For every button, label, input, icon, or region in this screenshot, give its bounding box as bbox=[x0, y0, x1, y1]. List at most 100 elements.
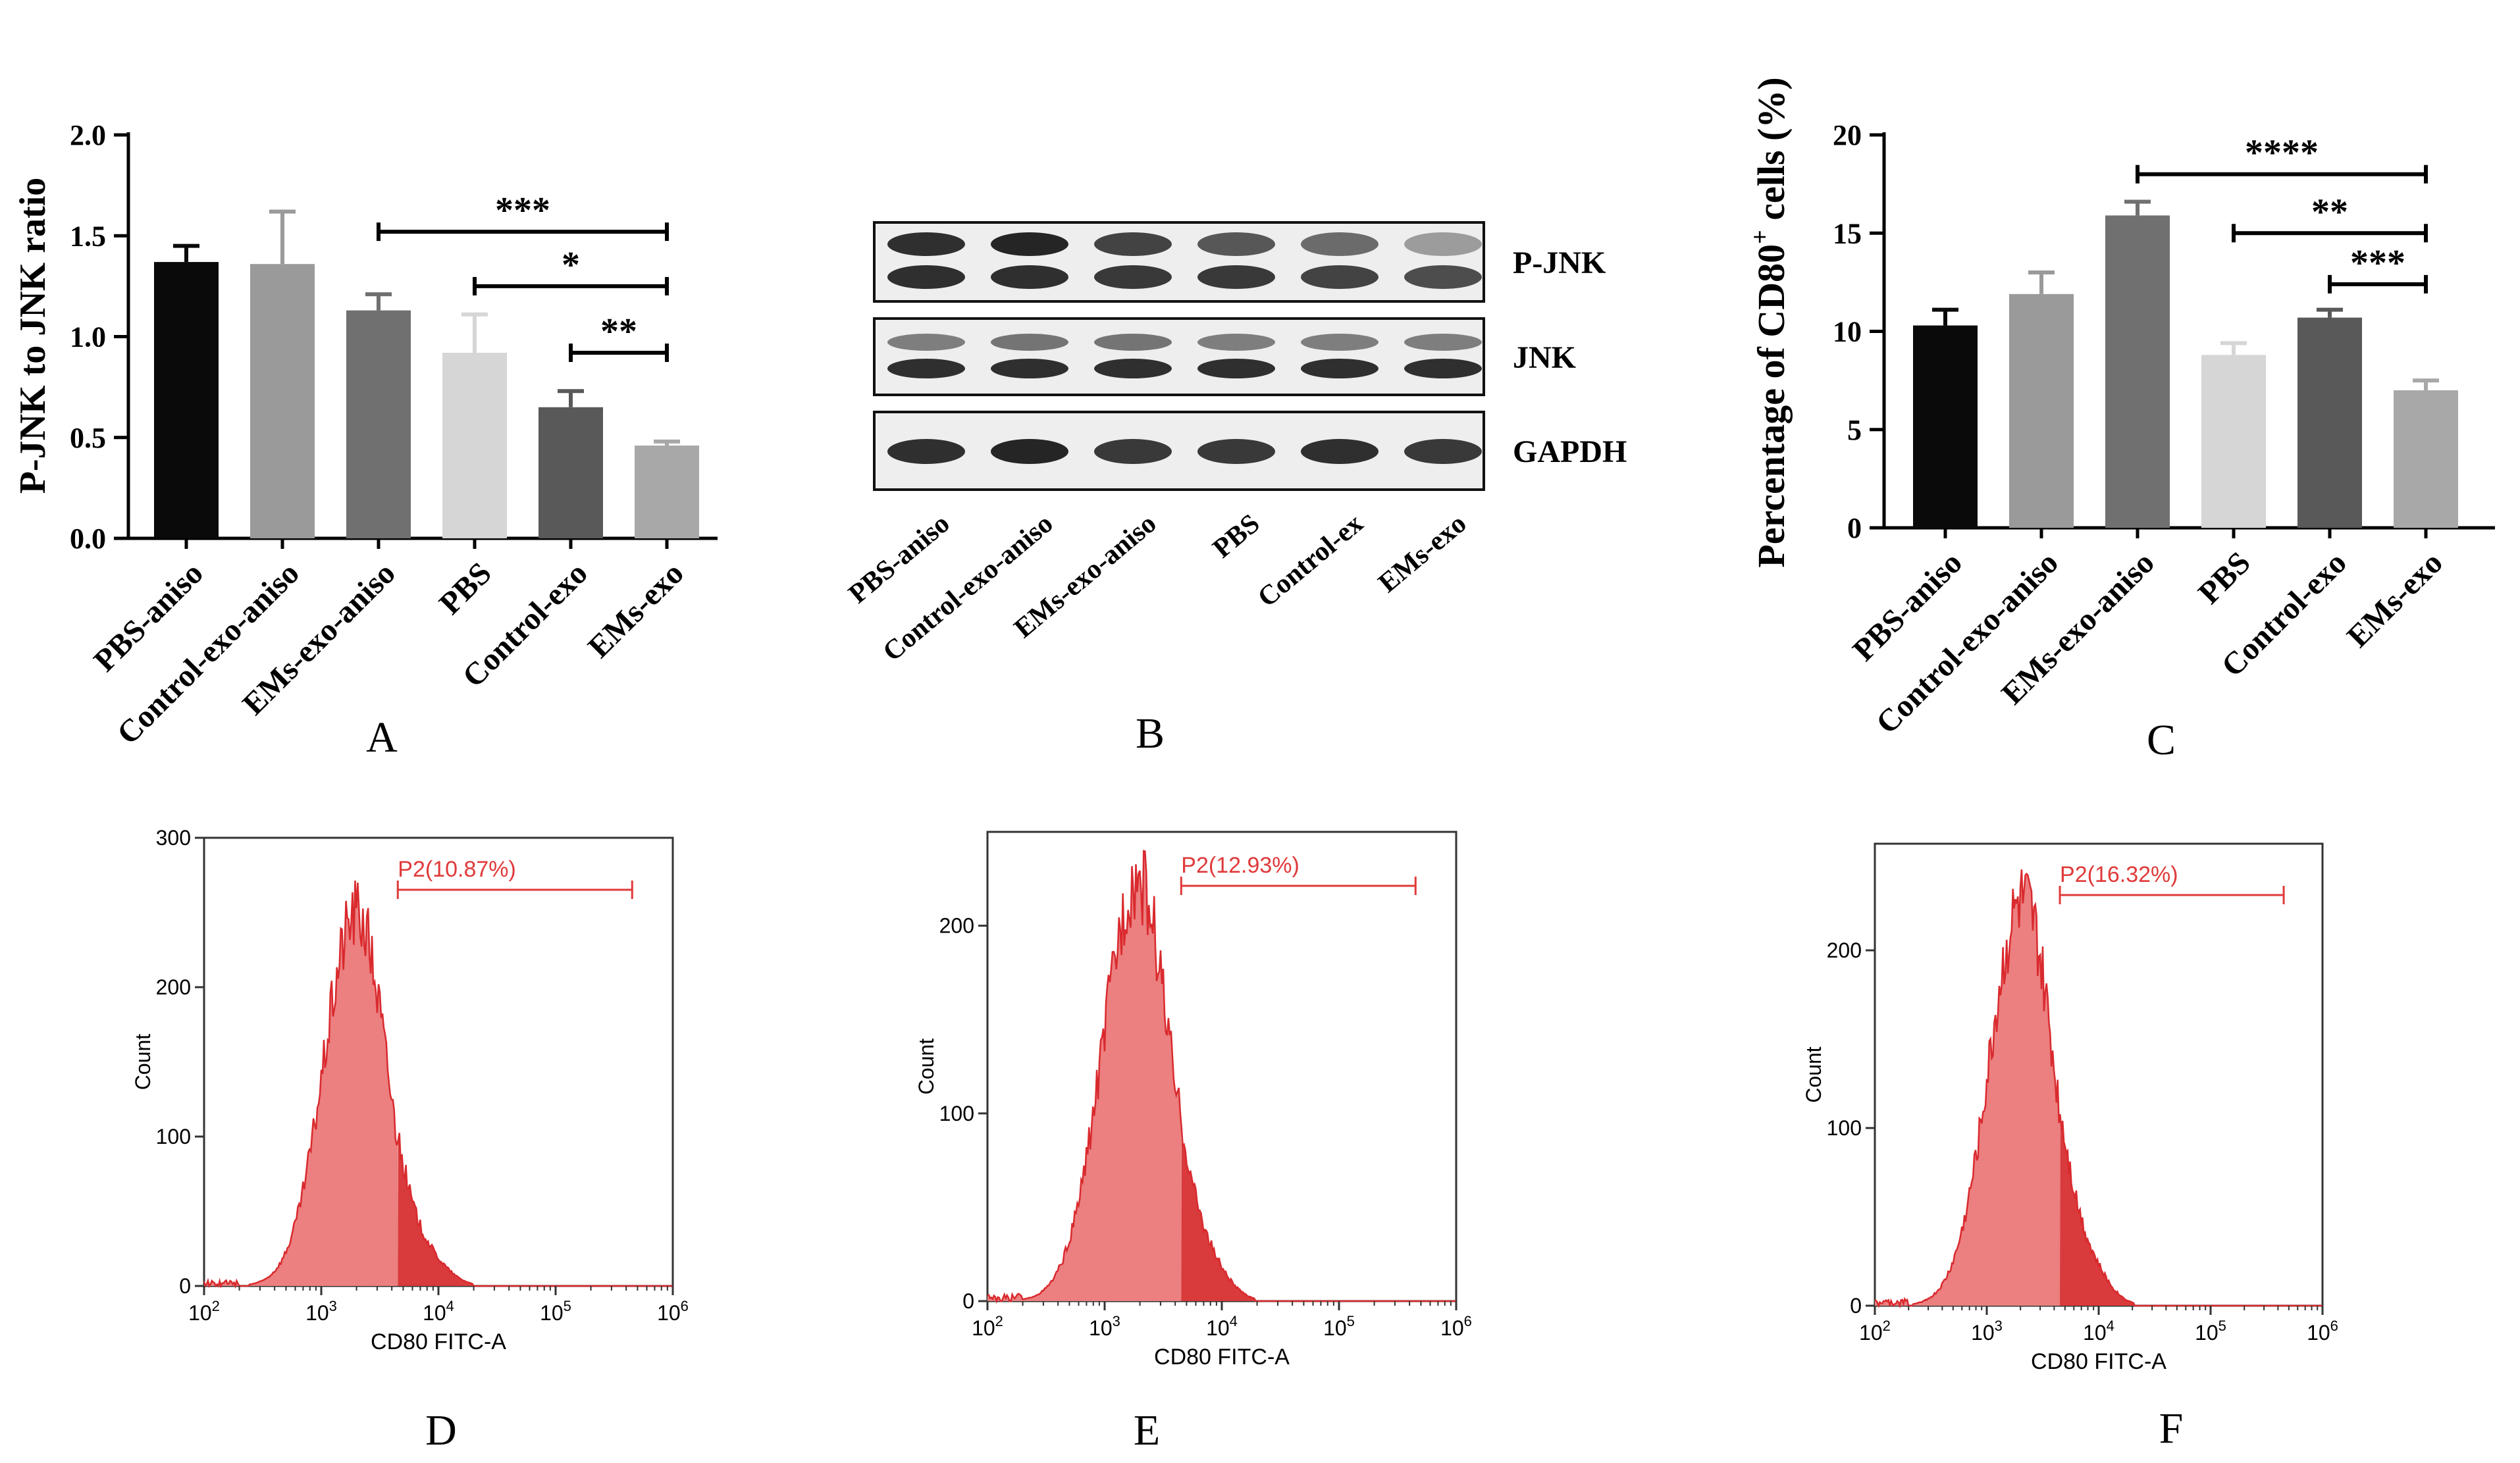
y-tick-label: 20 bbox=[1833, 119, 1862, 151]
x-tick-exponent: 2 bbox=[1883, 1318, 1891, 1334]
y-tick-label: 100 bbox=[939, 1102, 974, 1125]
x-tick-exponent: 6 bbox=[1464, 1313, 1472, 1329]
blot-band bbox=[1197, 265, 1275, 289]
y-tick-label: 0 bbox=[1847, 512, 1862, 544]
panel-letter-c: C bbox=[2147, 716, 2176, 764]
x-tick-label: 102 bbox=[1859, 1318, 1891, 1345]
blot-strip-pjnk bbox=[873, 221, 1485, 303]
y-tick-label: 100 bbox=[156, 1125, 191, 1148]
blot-band bbox=[887, 439, 965, 464]
y-tick-label: 10 bbox=[1833, 316, 1862, 348]
blot-band bbox=[991, 439, 1068, 464]
bar bbox=[635, 446, 699, 538]
bar bbox=[2009, 294, 2074, 528]
significance-label: * bbox=[562, 245, 580, 286]
blot-band bbox=[887, 334, 965, 351]
y-axis-label-suffix: cells (%) bbox=[1750, 77, 1793, 230]
x-tick-label: 106 bbox=[657, 1298, 689, 1325]
bar bbox=[250, 264, 315, 538]
blot-strip-gapdh bbox=[873, 411, 1485, 491]
y-tick-label: 0 bbox=[179, 1274, 191, 1298]
bar bbox=[442, 353, 507, 538]
blot-band bbox=[1404, 359, 1482, 378]
blot-band bbox=[1301, 265, 1378, 289]
y-axis-label: Count bbox=[914, 1039, 938, 1095]
x-tick-label: 106 bbox=[2307, 1318, 2338, 1345]
x-tick-label: 105 bbox=[1323, 1313, 1355, 1340]
significance-label: ** bbox=[600, 311, 637, 352]
histogram-fill-ungated bbox=[204, 881, 398, 1286]
y-tick-label: 0.0 bbox=[70, 523, 106, 555]
x-tick-base: 10 bbox=[1089, 1316, 1113, 1340]
x-tick-exponent: 3 bbox=[1995, 1318, 2003, 1334]
x-tick-exponent: 4 bbox=[1230, 1313, 1238, 1329]
panel-letter-b: B bbox=[1136, 709, 1165, 757]
y-tick-label: 1.0 bbox=[70, 321, 106, 353]
y-tick-label: 200 bbox=[156, 975, 191, 999]
blot-band bbox=[1301, 439, 1378, 464]
y-axis-label-main: Percentage of CD80 bbox=[1750, 244, 1793, 568]
x-tick-label: 104 bbox=[1206, 1313, 1238, 1340]
gate-label: P2(16.32%) bbox=[2060, 862, 2178, 887]
x-tick-base: 10 bbox=[1859, 1321, 1883, 1345]
x-tick-base: 10 bbox=[423, 1301, 446, 1325]
blot-band bbox=[887, 265, 965, 289]
bar bbox=[2201, 355, 2266, 528]
significance-label: *** bbox=[2350, 243, 2405, 284]
blot-strip-jnk bbox=[873, 317, 1485, 396]
bar bbox=[2394, 390, 2458, 528]
x-tick-exponent: 2 bbox=[995, 1313, 1003, 1329]
y-tick-label: 200 bbox=[939, 914, 974, 938]
blot-band bbox=[991, 232, 1068, 256]
x-axis-label: CD80 FITC-A bbox=[1154, 1345, 1290, 1370]
x-tick-base: 10 bbox=[972, 1316, 995, 1340]
x-tick-base: 10 bbox=[540, 1301, 564, 1325]
x-tick-base: 10 bbox=[1440, 1316, 1464, 1340]
blot-band bbox=[1197, 439, 1275, 464]
blot-band bbox=[1404, 334, 1482, 351]
significance-label: **** bbox=[2245, 133, 2319, 174]
x-tick-base: 10 bbox=[1323, 1316, 1347, 1340]
blot-band bbox=[887, 232, 965, 256]
bar bbox=[346, 310, 411, 538]
significance-label: ** bbox=[2311, 192, 2348, 232]
y-tick-label: 5 bbox=[1847, 414, 1862, 446]
blot-band bbox=[1094, 232, 1172, 256]
y-tick-label: 0 bbox=[1850, 1294, 1862, 1318]
x-tick-exponent: 5 bbox=[564, 1298, 571, 1314]
x-tick-exponent: 5 bbox=[2218, 1318, 2226, 1334]
blot-band bbox=[991, 265, 1068, 289]
blot-band bbox=[1094, 359, 1172, 378]
blot-band bbox=[1404, 439, 1482, 464]
band-label-pjnk: P-JNK bbox=[1513, 245, 1606, 280]
bar bbox=[2105, 215, 2170, 528]
x-tick-exponent: 5 bbox=[1347, 1313, 1355, 1329]
blot-band bbox=[1197, 232, 1275, 256]
panel-letter-f: F bbox=[2159, 1404, 2184, 1452]
panel-d-flow-histogram: P2(10.87%)102 103 104 105 1060100200300CD80 … bbox=[131, 826, 689, 1354]
y-tick-label: 0 bbox=[962, 1289, 974, 1313]
blot-band bbox=[991, 359, 1068, 378]
bar bbox=[1913, 325, 1978, 528]
gate-label: P2(12.93%) bbox=[1181, 853, 1299, 878]
x-tick-exponent: 3 bbox=[1113, 1313, 1120, 1329]
x-tick-exponent: 6 bbox=[2330, 1318, 2338, 1334]
blot-band bbox=[1094, 334, 1172, 351]
x-tick-exponent: 2 bbox=[212, 1298, 220, 1314]
panel-letter-d: D bbox=[425, 1406, 457, 1454]
y-tick-label: 15 bbox=[1833, 217, 1862, 249]
y-tick-label: 0.5 bbox=[70, 422, 106, 454]
y-axis-label: Percentage of CD80+ cells (%) bbox=[1746, 77, 1793, 567]
histogram-outline bbox=[987, 850, 1456, 1304]
y-axis-label: Count bbox=[131, 1034, 155, 1091]
x-tick-label: 105 bbox=[540, 1298, 571, 1325]
blot-band bbox=[1301, 359, 1378, 378]
blot-band bbox=[1094, 439, 1172, 464]
blot-band bbox=[1301, 232, 1378, 256]
panel-letter-e: E bbox=[1134, 1406, 1160, 1454]
x-tick-label: 105 bbox=[2195, 1318, 2226, 1345]
blot-band bbox=[1404, 265, 1482, 289]
histogram-fill-ungated bbox=[1875, 869, 2061, 1306]
blot-band bbox=[1404, 232, 1482, 256]
